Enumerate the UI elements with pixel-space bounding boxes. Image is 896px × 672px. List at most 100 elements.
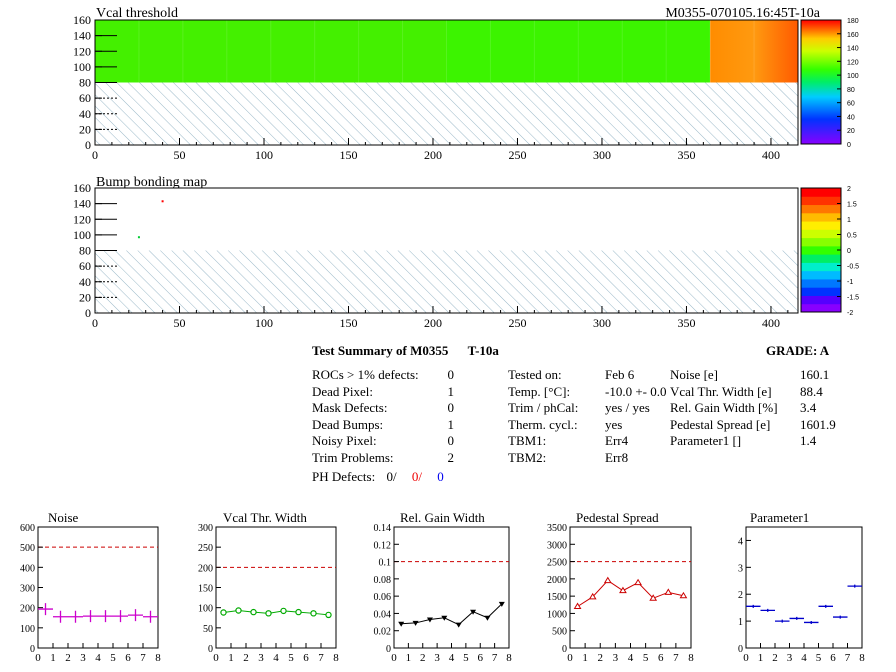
bump-defect-point	[161, 200, 164, 203]
y-tick-label: 120	[73, 212, 91, 226]
x-tick-label: 7	[845, 652, 851, 664]
summary-mid-row-label: Temp. [°C]:	[508, 383, 571, 399]
summary-left-row-label: Noisy Pixel:	[312, 433, 377, 448]
summary-title-text: Test Summary of M0355	[312, 343, 449, 358]
ph-defects-v1: 0/	[386, 469, 397, 484]
y-tick-label: 100	[198, 604, 213, 615]
plot-frame	[393, 526, 510, 649]
vcal-colorbar: 0 20 40 60 80 100 120 140 160 180	[800, 18, 859, 149]
x-tick-label: 7	[492, 652, 498, 664]
x-tick-label: 7	[673, 652, 679, 664]
data-point	[833, 615, 848, 619]
y-tick-label: 600	[20, 523, 35, 534]
data-point	[818, 604, 833, 608]
data-point	[310, 610, 317, 617]
summary-mid-row-value: Err4	[605, 433, 629, 448]
plot-frame	[37, 526, 159, 649]
x-tick-label: 4	[273, 652, 279, 664]
y-tick-label: 1500	[547, 592, 567, 603]
colorbar-tick-label: 1.5	[847, 202, 857, 209]
x-tick-label: 250	[508, 148, 526, 162]
data-point	[664, 588, 673, 595]
summary-left-row-value: 1	[447, 383, 455, 399]
empty-region	[95, 82, 798, 145]
summary-right-row-value: 1.4	[800, 433, 817, 448]
data-point	[98, 610, 113, 623]
summary-right-row-value: 3.4	[800, 400, 817, 415]
summary-left-row-label: ROCs > 1% defects:	[312, 367, 419, 382]
y-tick-label: 0.12	[374, 540, 392, 551]
y-tick-label: 80	[79, 76, 91, 90]
plot-title: Rel. Gain Width	[400, 510, 485, 525]
x-tick-label: 2	[772, 652, 778, 664]
data-point	[128, 609, 143, 622]
colorbar-band	[801, 221, 841, 230]
colorbar-band	[801, 278, 841, 288]
summary-mid-row-label: TBM1:	[508, 433, 547, 448]
x-tick-label: 50	[173, 316, 185, 330]
ph-defects-label: PH Defects:	[312, 469, 376, 484]
y-tick-label: 120	[73, 44, 91, 58]
colorbar-tick-label: 160	[847, 32, 859, 39]
ph-defects-v3: 0	[437, 469, 444, 484]
y-tick-label: 160	[73, 13, 91, 27]
x-tick-label: 100	[255, 316, 273, 330]
ph-defects-row: PH Defects: 0/ 0/ 0	[312, 469, 444, 485]
summary-right-row-label: Pedestal Spread [e]	[670, 416, 771, 432]
summary-right-row-label: Rel. Gain Width [%]	[670, 400, 778, 415]
y-tick-label: 140	[73, 197, 91, 211]
y-tick-label: 0.04	[374, 609, 392, 620]
plot-title: Noise	[48, 510, 79, 525]
x-tick-label: 0	[567, 652, 573, 664]
y-tick-label: 160	[73, 181, 91, 195]
x-tick-label: 3	[80, 652, 86, 664]
module-tag: M0355-070105.16:45T-10a	[665, 6, 820, 21]
y-tick-label: 1000	[547, 609, 567, 620]
x-tick-label: 1	[228, 652, 234, 664]
x-tick-label: 8	[155, 652, 161, 664]
y-tick-label: 0	[738, 644, 743, 655]
data-point	[649, 594, 658, 601]
colorbar-tick-label: 120	[847, 59, 859, 66]
x-tick-label: 300	[593, 316, 611, 330]
colorbar-band	[801, 212, 841, 222]
x-tick-label: 1	[582, 652, 588, 664]
y-tick-label: 1	[738, 617, 743, 628]
summary-mid-row-value: Err8	[605, 449, 629, 465]
x-tick-label: 8	[333, 652, 339, 664]
summary-left-row-value: 1	[447, 416, 455, 432]
x-tick-label: 8	[688, 652, 694, 664]
bump-colorbar: -2 -1.5 -1 -0.5 0 0.5 1 1.5 2	[800, 186, 859, 317]
empty-region	[95, 250, 798, 313]
summary-left-row-label: Trim Problems:	[312, 449, 394, 465]
x-tick-label: 0	[743, 652, 749, 664]
x-tick-label: 1	[406, 652, 412, 664]
data-point	[325, 611, 332, 619]
x-tick-label: 7	[318, 652, 324, 664]
summary-mid-row-value: yes	[605, 416, 623, 432]
x-tick-label: 5	[110, 652, 116, 664]
x-tick-label: 250	[508, 316, 526, 330]
colorbar-band	[801, 287, 841, 296]
data-point	[426, 617, 433, 623]
colorbar-band	[801, 262, 841, 272]
ph-defects-v2: 0/	[411, 469, 422, 484]
y-tick-label: 0	[386, 644, 391, 655]
y-tick-label: 140	[73, 29, 91, 43]
colorbar-tick-label: 2	[847, 186, 851, 193]
y-tick-label: 0.1	[379, 558, 392, 569]
y-tick-label: 80	[79, 244, 91, 258]
data-point	[746, 604, 761, 608]
plot-title: Vcal Thr. Width	[223, 510, 307, 525]
vcal-threshold-heatmap: 0 50 100 150 200 250 300 350 4000204060801001201…	[73, 13, 799, 162]
x-tick-label: 6	[658, 652, 664, 664]
data-point	[412, 620, 419, 626]
x-tick-label: 3	[434, 652, 440, 664]
x-tick-label: 3	[258, 652, 264, 664]
y-tick-label: 20	[79, 122, 91, 136]
colorbar-band	[801, 303, 841, 313]
x-tick-label: 4	[95, 652, 101, 664]
y-tick-label: 4	[738, 536, 743, 547]
